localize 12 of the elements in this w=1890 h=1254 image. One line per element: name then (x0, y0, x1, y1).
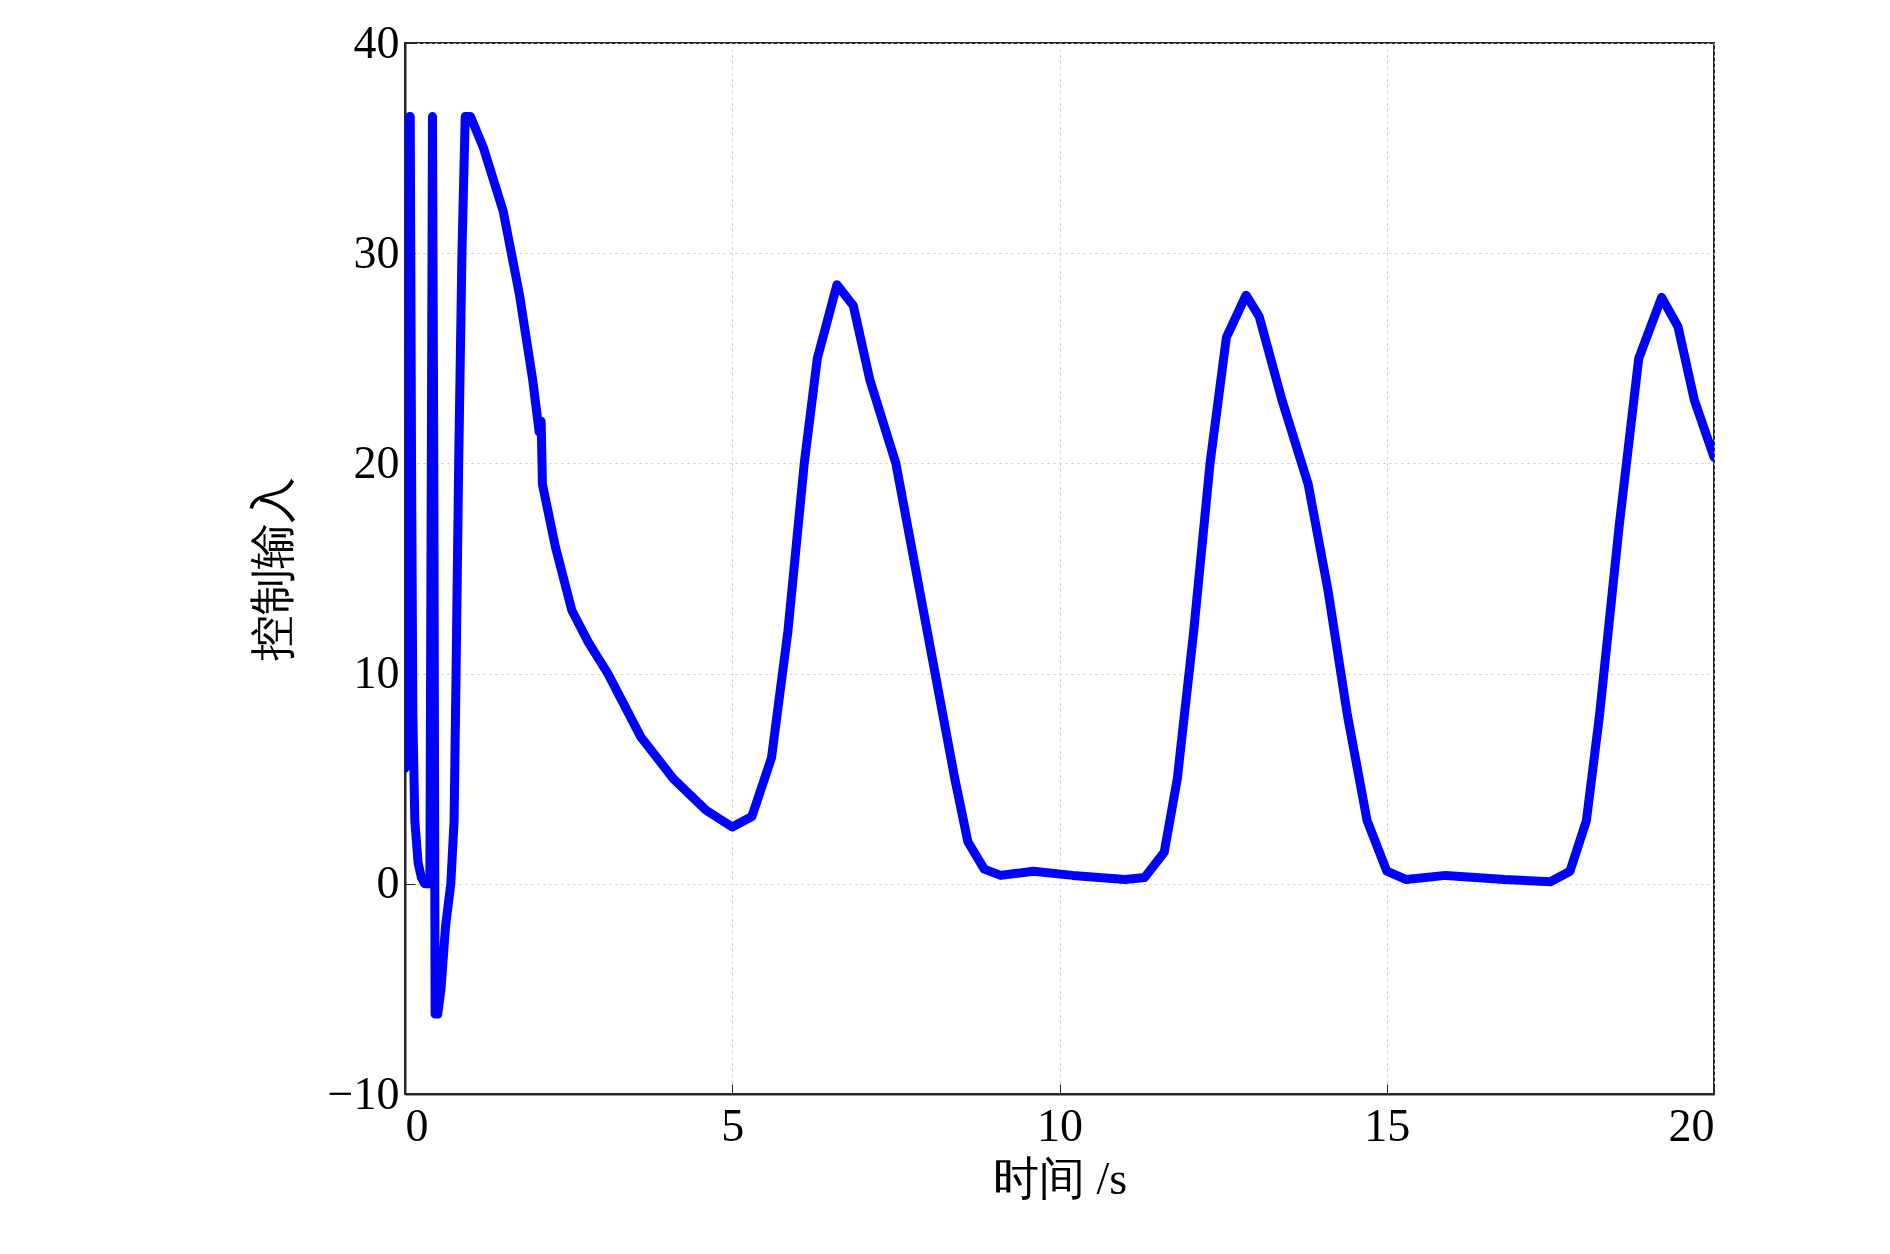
y-tick-label: 40 (353, 16, 400, 68)
x-tick-label: 15 (1364, 1099, 1411, 1151)
y-tick-label: 20 (353, 436, 400, 488)
x-tick-label: 20 (1668, 1099, 1715, 1151)
x-tick-label: 5 (721, 1099, 745, 1151)
y-tick-label: 10 (353, 647, 400, 699)
y-tick-label: 30 (353, 226, 400, 278)
y-tick-label: −10 (327, 1067, 400, 1119)
y-tick-label: 0 (376, 857, 400, 909)
y-axis-title: 控制输入 (246, 477, 298, 661)
x-axis-title: 时间 /s (992, 1152, 1128, 1204)
x-tick-label: 10 (1037, 1099, 1083, 1151)
